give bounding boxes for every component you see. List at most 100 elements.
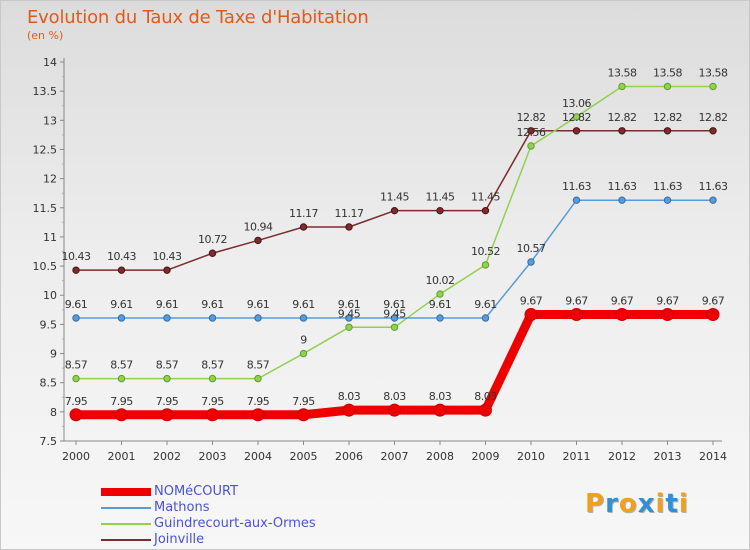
data-point [527,142,535,150]
x-tick-label: 2007 [381,450,409,463]
data-point [663,127,672,135]
data-point [72,314,80,322]
data-label: 13.58 [608,66,637,79]
data-label: 9.67 [656,294,679,307]
data-label: 11.63 [699,180,728,193]
data-point [390,314,399,322]
legend-item-guindrecourt[interactable]: Guindrecourt-aux-Ormes [101,516,501,531]
y-tick-label: 12 [43,173,57,186]
data-point [388,403,401,417]
chart-unit: (en %) [27,29,64,42]
legend-label: Guindrecourt-aux-Ormes [154,516,316,531]
data-point [663,196,672,204]
data-label: 9.61 [201,298,224,311]
data-label: 8.57 [65,359,88,372]
data-point [706,307,720,321]
logo-letter: i [678,489,689,519]
data-label: 7.95 [110,395,133,408]
data-label: 11.17 [335,207,364,220]
data-label: 11.63 [608,180,637,193]
data-point [572,196,581,204]
data-label: 9.61 [110,298,133,311]
data-label: 11.63 [562,180,591,193]
data-label: 8.57 [201,359,224,372]
data-label: 12.82 [653,111,682,124]
legend-item-mathons[interactable]: Mathons [101,500,501,515]
data-point [72,374,80,383]
data-point [618,196,626,204]
data-label: 9.61 [156,298,179,311]
data-point [479,403,492,417]
y-tick-label: 8.5 [40,377,58,390]
data-label: 9.67 [702,294,725,307]
data-label: 13.58 [699,66,728,79]
x-tick-label: 2002 [153,450,181,463]
y-tick-label: 10 [43,289,57,302]
y-tick-label: 9 [50,348,57,361]
data-label: 9.61 [247,298,270,311]
data-point [208,374,217,383]
x-tick-label: 2012 [608,450,636,463]
y-tick-label: 12.5 [33,143,58,156]
x-tick-label: 2001 [108,450,136,463]
data-label: 10.02 [426,274,455,287]
legend-label: NOMéCOURT [154,484,239,499]
legend-swatch [101,488,151,496]
logo-letter: P [585,489,606,519]
legend-item-joinville[interactable]: Joinville [101,532,501,547]
x-tick-label: 2000 [62,450,90,463]
chart-title: Evolution du Taux de Taxe d'Habitation [27,7,369,28]
x-tick-label: 2008 [426,450,454,463]
data-label: 12.82 [562,111,591,124]
data-label: 10.94 [244,220,273,233]
data-label: 7.95 [65,395,88,408]
data-point [117,374,126,383]
data-point [251,408,265,422]
data-label: 8.57 [247,359,270,372]
data-point [572,113,581,121]
x-tick-label: 2003 [199,450,227,463]
data-label: 10.43 [153,250,182,263]
data-point [163,374,171,383]
data-label: 7.95 [201,395,224,408]
data-point [481,206,490,215]
data-label: 9.67 [565,294,588,307]
data-point [299,314,308,322]
data-point [481,261,490,269]
data-point [527,258,535,266]
data-point [254,374,262,383]
y-tick-label: 7.5 [40,435,58,448]
data-point [524,307,538,321]
data-point [390,323,399,331]
data-label: 12.82 [699,111,728,124]
data-point [117,314,126,322]
data-label: 9.61 [383,298,406,311]
data-label: 9 [300,334,307,347]
y-tick-label: 13 [43,114,57,127]
data-label: 10.52 [471,245,500,258]
data-point [299,223,308,231]
data-label: 10.43 [62,250,91,263]
y-tick-label: 11 [43,231,57,244]
y-tick-label: 10.5 [33,260,58,273]
data-point [299,349,308,358]
legend-label: Mathons [154,500,210,515]
x-tick-label: 2011 [563,450,591,463]
data-label: 8.57 [110,359,133,372]
logo-letter: x [637,489,656,519]
x-tick-label: 2006 [335,450,363,463]
data-point [709,196,717,204]
x-tick-label: 2005 [290,450,318,463]
data-label: 10.57 [517,242,546,255]
data-point [481,314,490,322]
logo-letter: i [655,489,666,519]
data-point [72,266,80,274]
legend-item-nomecourt[interactable]: NOMéCOURT [101,484,501,499]
legend-label: Joinville [154,532,205,547]
logo-letter: t [665,489,679,519]
data-label: 9.61 [474,298,497,311]
data-label: 9.67 [520,294,543,307]
data-label: 12.56 [517,126,546,139]
y-tick-label: 9.5 [40,318,58,331]
